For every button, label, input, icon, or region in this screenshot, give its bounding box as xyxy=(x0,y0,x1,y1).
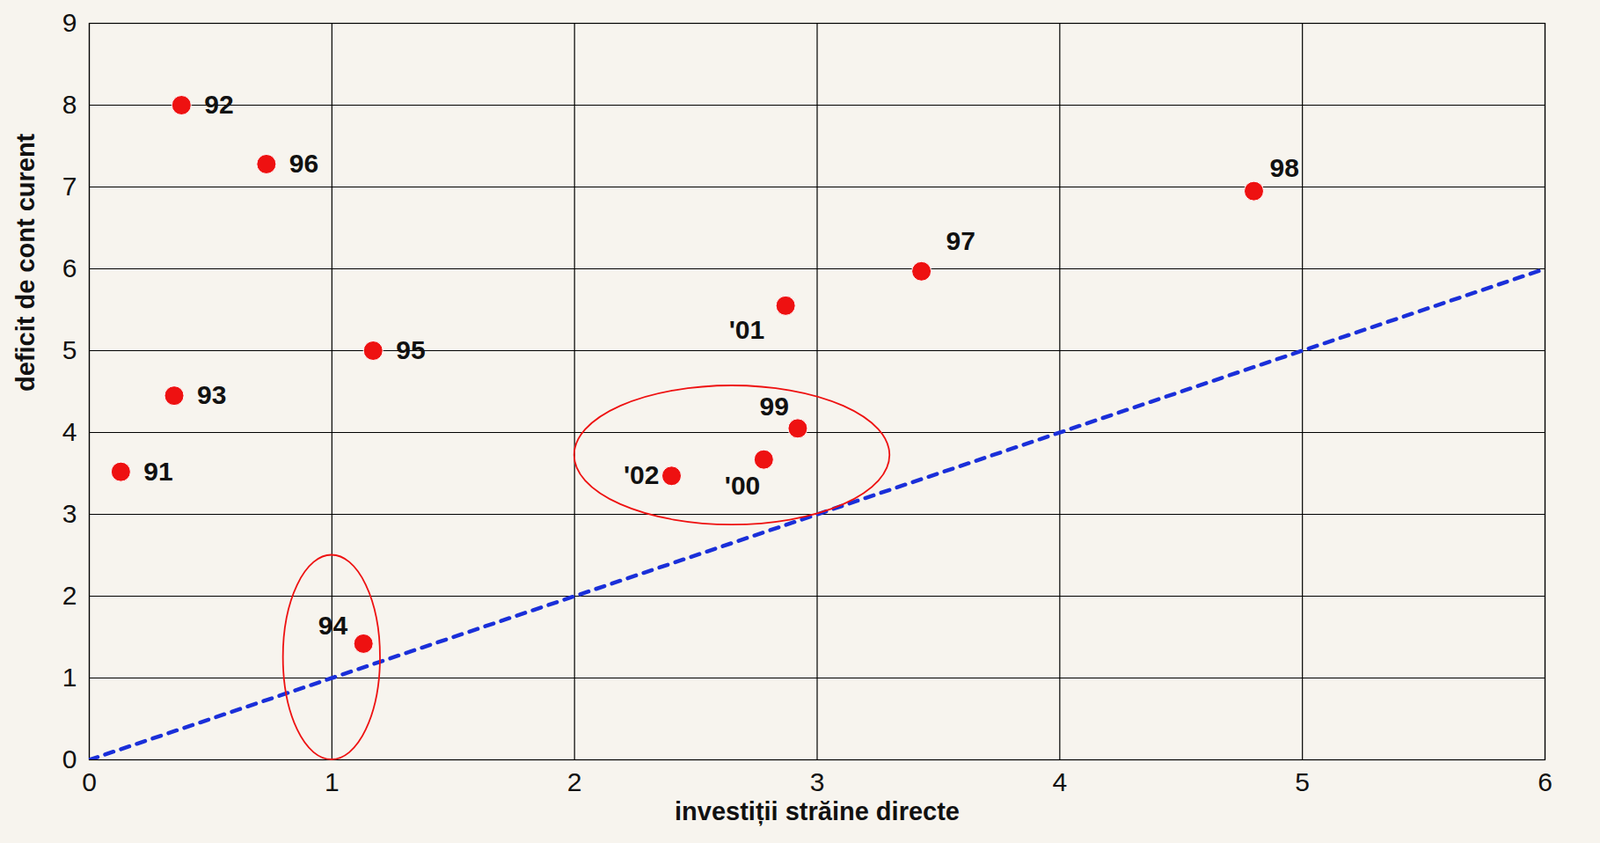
svg-text:deficit de cont curent: deficit de cont curent xyxy=(11,132,40,392)
svg-text:6: 6 xyxy=(62,253,78,283)
svg-text:98: 98 xyxy=(1270,153,1300,183)
svg-text:1: 1 xyxy=(324,767,340,797)
svg-text:91: 91 xyxy=(143,456,173,486)
svg-text:investiții străine directe: investiții străine directe xyxy=(674,796,960,826)
svg-text:96: 96 xyxy=(289,148,319,178)
svg-text:97: 97 xyxy=(946,226,976,256)
svg-text:'02: '02 xyxy=(623,460,660,490)
svg-text:2: 2 xyxy=(62,580,78,610)
svg-text:8: 8 xyxy=(62,89,78,119)
svg-text:5: 5 xyxy=(62,335,78,365)
svg-text:5: 5 xyxy=(1294,767,1310,797)
svg-text:9: 9 xyxy=(62,7,78,37)
svg-text:0: 0 xyxy=(62,744,78,774)
svg-text:95: 95 xyxy=(395,335,425,365)
svg-text:1: 1 xyxy=(62,662,78,692)
svg-text:'01: '01 xyxy=(729,314,766,344)
svg-text:94: 94 xyxy=(318,610,349,640)
svg-text:93: 93 xyxy=(197,379,227,410)
svg-text:3: 3 xyxy=(62,498,78,528)
svg-text:4: 4 xyxy=(1052,767,1067,797)
svg-text:7: 7 xyxy=(62,171,78,201)
svg-text:2: 2 xyxy=(567,767,583,797)
svg-text:92: 92 xyxy=(204,89,234,119)
svg-text:99: 99 xyxy=(759,391,790,421)
svg-text:'00: '00 xyxy=(724,470,761,500)
svg-text:3: 3 xyxy=(810,767,826,797)
svg-text:4: 4 xyxy=(62,416,78,446)
svg-text:0: 0 xyxy=(81,767,97,797)
svg-text:6: 6 xyxy=(1537,767,1553,797)
